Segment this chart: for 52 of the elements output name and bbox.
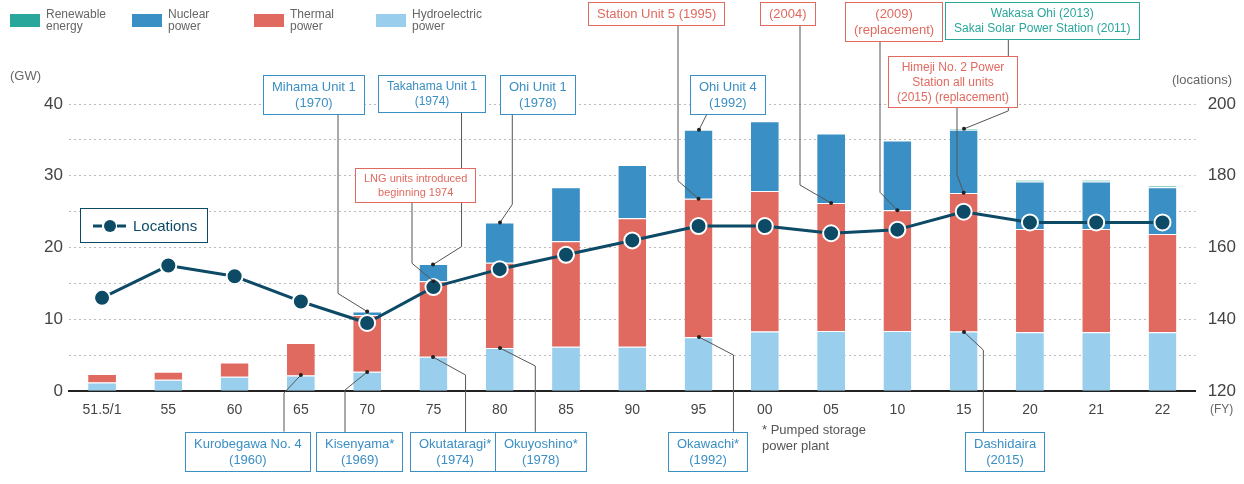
y2-axis-title: (locations) bbox=[1172, 72, 1232, 87]
x-tick-label: 51.5/1 bbox=[82, 401, 122, 418]
annotation: Dashidaira (2015) bbox=[965, 432, 1046, 472]
annotation: Kurobegawa No. 4 (1960) bbox=[185, 432, 311, 472]
y-tick-label: 0 bbox=[53, 380, 63, 400]
y-tick-label: 20 bbox=[43, 237, 63, 257]
x-tick-label: 60 bbox=[226, 401, 243, 418]
y2-tick-label: 160 bbox=[1207, 237, 1237, 257]
annotation: Kisenyama* (1969) bbox=[316, 432, 404, 472]
annotation: Ohi Unit 1 (1978) bbox=[500, 75, 576, 115]
y-tick-label: 40 bbox=[43, 93, 63, 113]
x-tick-label: 90 bbox=[624, 401, 641, 418]
x-tick-label: 80 bbox=[491, 401, 508, 418]
legend-label: Thermal power bbox=[290, 7, 335, 33]
annotation: Okawachi* (1992) bbox=[668, 432, 749, 472]
x-tick-label: 10 bbox=[889, 401, 906, 418]
annotation: Station Unit 5 (1995) bbox=[588, 2, 726, 26]
y-tick-label: 10 bbox=[43, 309, 63, 329]
y-axis-title: (GW) bbox=[10, 68, 42, 83]
x-tick-label: 85 bbox=[558, 401, 574, 418]
y2-tick-label: 120 bbox=[1207, 380, 1237, 400]
legend-label: Renewable energy bbox=[46, 7, 108, 33]
x-tick-label: 55 bbox=[160, 401, 177, 418]
x-tick-label: 05 bbox=[823, 401, 840, 418]
annotation: (2009) (replacement) bbox=[845, 2, 944, 42]
annotation: Okutataragi* (1974) bbox=[410, 432, 501, 472]
x-tick-label: 70 bbox=[359, 401, 376, 418]
x-tick-label: 65 bbox=[293, 401, 309, 418]
x-tick-label: 75 bbox=[425, 401, 442, 418]
x-tick-label: 21 bbox=[1088, 401, 1105, 418]
annotation: LNG units introduced beginning 1974 bbox=[355, 168, 477, 204]
x-tick-label: 00 bbox=[757, 401, 773, 418]
y-tick-label: 30 bbox=[43, 165, 63, 185]
x-tick-label: 95 bbox=[690, 401, 707, 418]
annotation: Ohi Unit 4 (1992) bbox=[690, 75, 766, 115]
y2-tick-label: 180 bbox=[1207, 165, 1237, 185]
legend-label: Nuclear power bbox=[168, 7, 211, 33]
annotation: Mihama Unit 1 (1970) bbox=[263, 75, 365, 115]
annotation: Okuyoshino* (1978) bbox=[495, 432, 587, 472]
x-tick-label: 22 bbox=[1154, 401, 1171, 418]
x-tick-label: 20 bbox=[1022, 401, 1038, 418]
x-axis-title: (FY) bbox=[1210, 402, 1234, 416]
annotation: Takahama Unit 1 (1974) bbox=[378, 75, 487, 113]
annotation: (2004) bbox=[760, 2, 816, 26]
text: * Pumped storage power plant bbox=[762, 422, 867, 454]
x-tick-label: 15 bbox=[955, 401, 972, 418]
legend-label: Hydroelectric power bbox=[412, 7, 484, 33]
annotation: Wakasa Ohi (2013) Sakai Solar Power Station (2011) bbox=[945, 2, 1140, 40]
y2-tick-label: 200 bbox=[1207, 93, 1237, 113]
annotation: Himeji No. 2 Power Station all units (2015) (replacement) bbox=[888, 56, 1019, 109]
y2-tick-label: 140 bbox=[1207, 309, 1237, 329]
legend-label: Locations bbox=[133, 217, 198, 234]
